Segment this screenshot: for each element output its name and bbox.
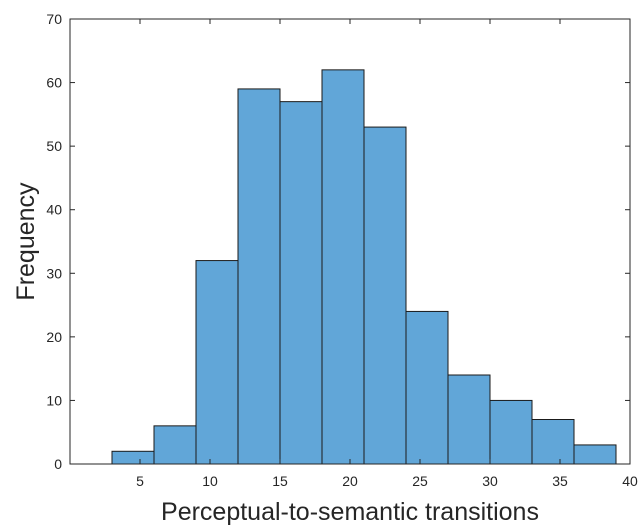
histogram-bar	[447, 374, 491, 465]
y-tick-label: 30	[46, 265, 62, 281]
x-axis-label: Perceptual-to-semantic transitions	[161, 498, 539, 526]
histogram-bar	[405, 310, 449, 465]
histogram-bar	[531, 419, 575, 465]
y-tick-label: 40	[46, 202, 62, 218]
histogram-bar	[111, 450, 155, 465]
y-tick-label: 20	[46, 329, 62, 345]
y-tick-label: 0	[54, 456, 62, 472]
histogram-bar	[195, 260, 239, 465]
histogram-bar	[279, 101, 323, 465]
y-ticks-group: 0 10 20 30 40 50 60 70	[46, 11, 630, 472]
x-tick-label: 15	[272, 473, 288, 489]
x-tick-label: 30	[482, 473, 498, 489]
y-axis-label: Frequency	[12, 182, 40, 301]
y-tick-label: 70	[46, 11, 62, 27]
x-tick-label: 40	[622, 473, 638, 489]
y-tick-label: 10	[46, 392, 62, 408]
x-tick-label: 5	[136, 473, 144, 489]
histogram-bar	[321, 69, 365, 465]
histogram-bar	[153, 425, 197, 465]
x-tick-label: 25	[412, 473, 428, 489]
x-tick-label: 20	[342, 473, 358, 489]
histogram-bar	[237, 88, 281, 465]
histogram-bar	[363, 126, 407, 465]
x-tick-label: 35	[552, 473, 568, 489]
x-ticks-group: 5 10 15 20 25 30 35 40	[136, 19, 638, 489]
histogram-bar	[489, 399, 533, 465]
y-tick-label: 50	[46, 138, 62, 154]
histogram-bar	[573, 444, 617, 465]
x-tick-label: 10	[202, 473, 218, 489]
bars-group	[111, 69, 617, 465]
y-tick-label: 60	[46, 75, 62, 91]
